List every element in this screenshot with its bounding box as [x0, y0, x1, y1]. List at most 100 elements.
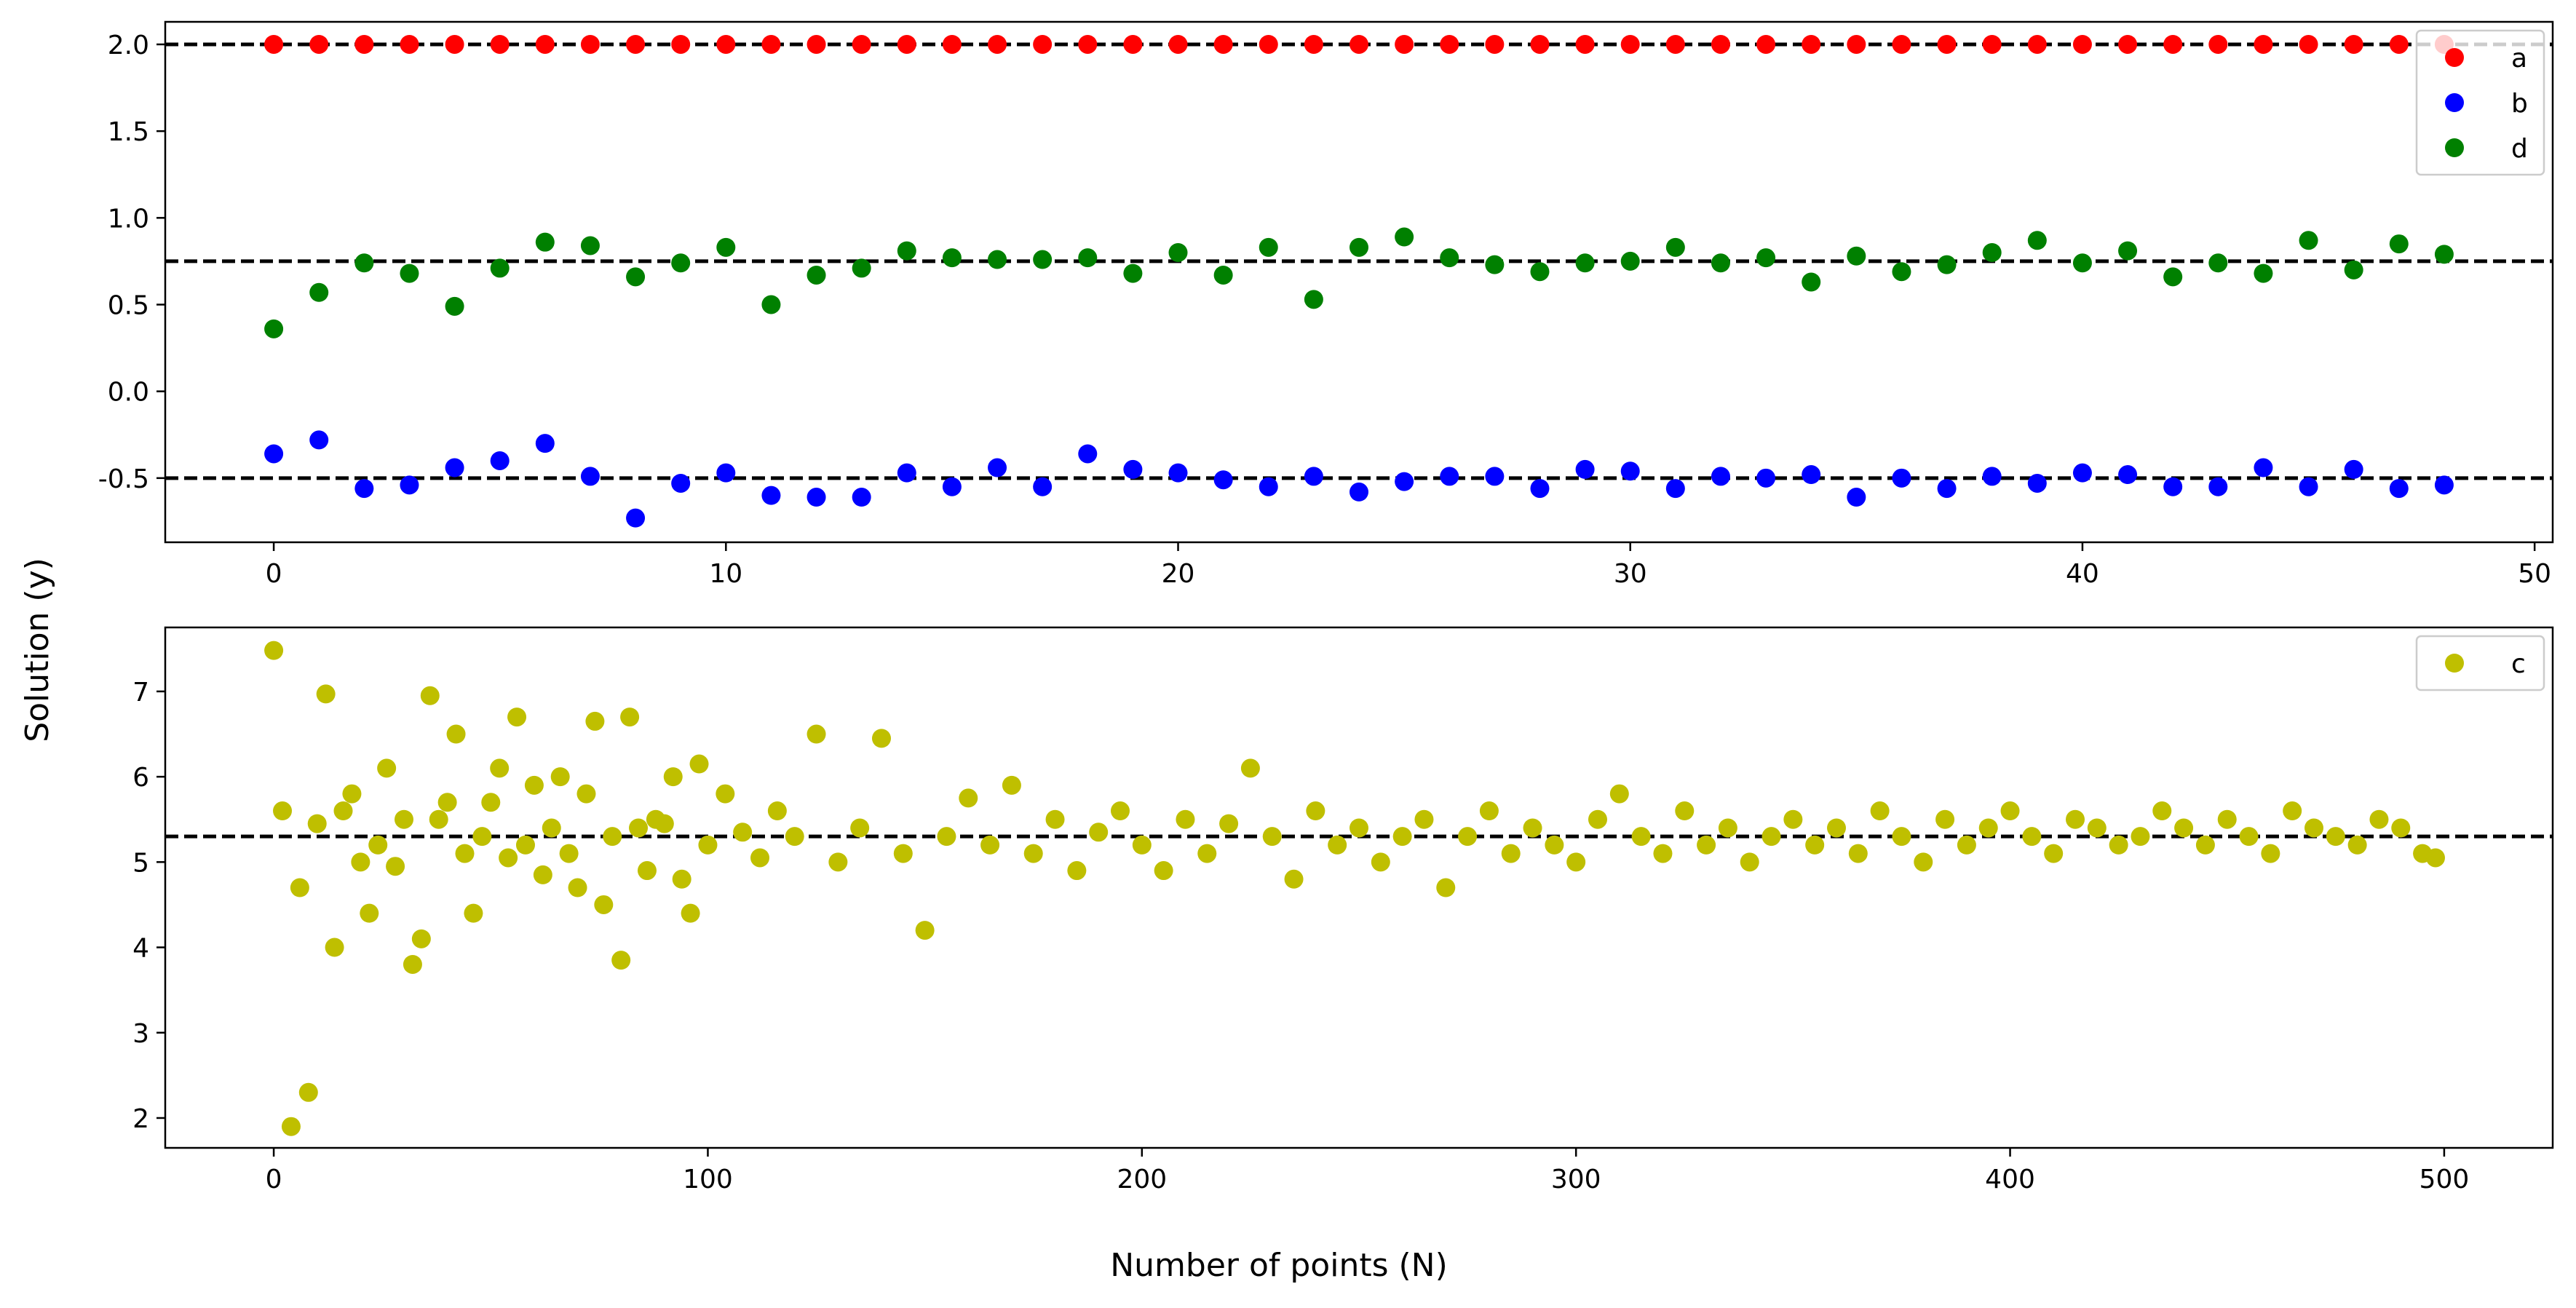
point-c [1935, 809, 1955, 829]
point-c [1328, 835, 1347, 855]
point-c [1588, 809, 1607, 829]
point-d [2389, 234, 2409, 254]
point-d [400, 263, 419, 283]
point-c [1176, 809, 1195, 829]
x-tick-label: 50 [2518, 559, 2551, 589]
point-a [2299, 34, 2318, 54]
point-a [1078, 34, 1098, 54]
x-tick-label: 0 [266, 1165, 282, 1194]
x-tick-label: 200 [1117, 1165, 1167, 1194]
point-c [1740, 852, 1759, 872]
point-d [1033, 250, 1053, 269]
point-d [2344, 260, 2363, 280]
figure-ylabel: Solution (y) [19, 558, 56, 742]
point-c [672, 869, 691, 889]
point-c [1697, 835, 1716, 855]
y-tick-label: 0.5 [108, 290, 149, 320]
point-b [2389, 479, 2409, 499]
point-b [1440, 467, 1459, 486]
point-a [1802, 34, 1821, 54]
point-b [2163, 477, 2183, 496]
legend-box [2415, 635, 2545, 691]
y-tick-label: 6 [132, 763, 149, 793]
point-b [490, 451, 510, 470]
point-c [689, 754, 709, 774]
point-b [761, 485, 781, 505]
point-a [2118, 34, 2138, 54]
point-d [671, 253, 691, 273]
x-tick-label: 500 [2420, 1165, 2470, 1194]
legend-label-a: a [2511, 44, 2527, 74]
legend-marker-a [2445, 48, 2464, 67]
point-c [2261, 844, 2280, 863]
point-c [437, 793, 457, 812]
point-c [2347, 835, 2367, 855]
point-d [2254, 263, 2273, 283]
point-a [1033, 34, 1053, 54]
axes-frame [164, 626, 2554, 1149]
point-c [2131, 827, 2150, 847]
point-c [585, 711, 605, 731]
legend: c [2415, 635, 2545, 691]
point-d [1440, 248, 1459, 268]
point-d [1756, 248, 1776, 268]
point-b [1485, 467, 1505, 486]
point-b [2118, 465, 2138, 485]
point-c [499, 848, 518, 868]
point-b [1802, 465, 1821, 485]
point-a [309, 34, 329, 54]
legend-label-c: c [2511, 649, 2526, 679]
point-d [807, 265, 826, 285]
y-tick-label: 1.0 [108, 204, 149, 234]
point-c [464, 903, 483, 923]
point-c [377, 758, 397, 778]
y-tick-label: 1.5 [108, 117, 149, 147]
point-c [429, 809, 448, 829]
point-d [1711, 253, 1730, 273]
point-b [2254, 458, 2273, 477]
point-c [1002, 775, 1021, 795]
series-b [264, 430, 2454, 528]
point-c [386, 857, 405, 876]
point-b [535, 434, 555, 453]
point-a [852, 34, 871, 54]
point-a [1620, 34, 1640, 54]
point-b [445, 458, 464, 477]
point-b [2072, 463, 2092, 483]
x-tick-label: 30 [1614, 559, 1647, 589]
point-c [1718, 818, 1737, 838]
y-tick-label: 2 [132, 1104, 149, 1134]
x-tick-label: 100 [683, 1165, 733, 1194]
point-c [1653, 844, 1673, 863]
point-c [2391, 818, 2411, 838]
point-c [1675, 801, 1695, 821]
point-d [897, 241, 916, 261]
point-b [1620, 461, 1640, 481]
point-b [988, 458, 1007, 477]
point-b [1847, 488, 1866, 507]
axes-frame [164, 20, 2554, 544]
point-d [2434, 245, 2454, 264]
point-b [1123, 459, 1143, 479]
point-c [637, 861, 657, 881]
point-c [681, 903, 700, 923]
point-a [942, 34, 962, 54]
point-c [663, 767, 683, 787]
point-b [1982, 467, 2002, 486]
point-c [603, 827, 622, 847]
point-d [445, 296, 464, 316]
point-c [915, 921, 935, 940]
point-c [2304, 818, 2323, 838]
point-b [1575, 459, 1595, 479]
point-d [1802, 272, 1821, 292]
point-a [490, 34, 510, 54]
point-b [1665, 479, 1685, 499]
point-d [1892, 262, 1911, 282]
point-d [1259, 237, 1278, 257]
y-tick-label: 0.0 [108, 378, 149, 408]
point-c [611, 951, 631, 970]
point-d [309, 282, 329, 302]
point-c [828, 852, 848, 872]
point-a [2027, 34, 2047, 54]
point-a [716, 34, 736, 54]
